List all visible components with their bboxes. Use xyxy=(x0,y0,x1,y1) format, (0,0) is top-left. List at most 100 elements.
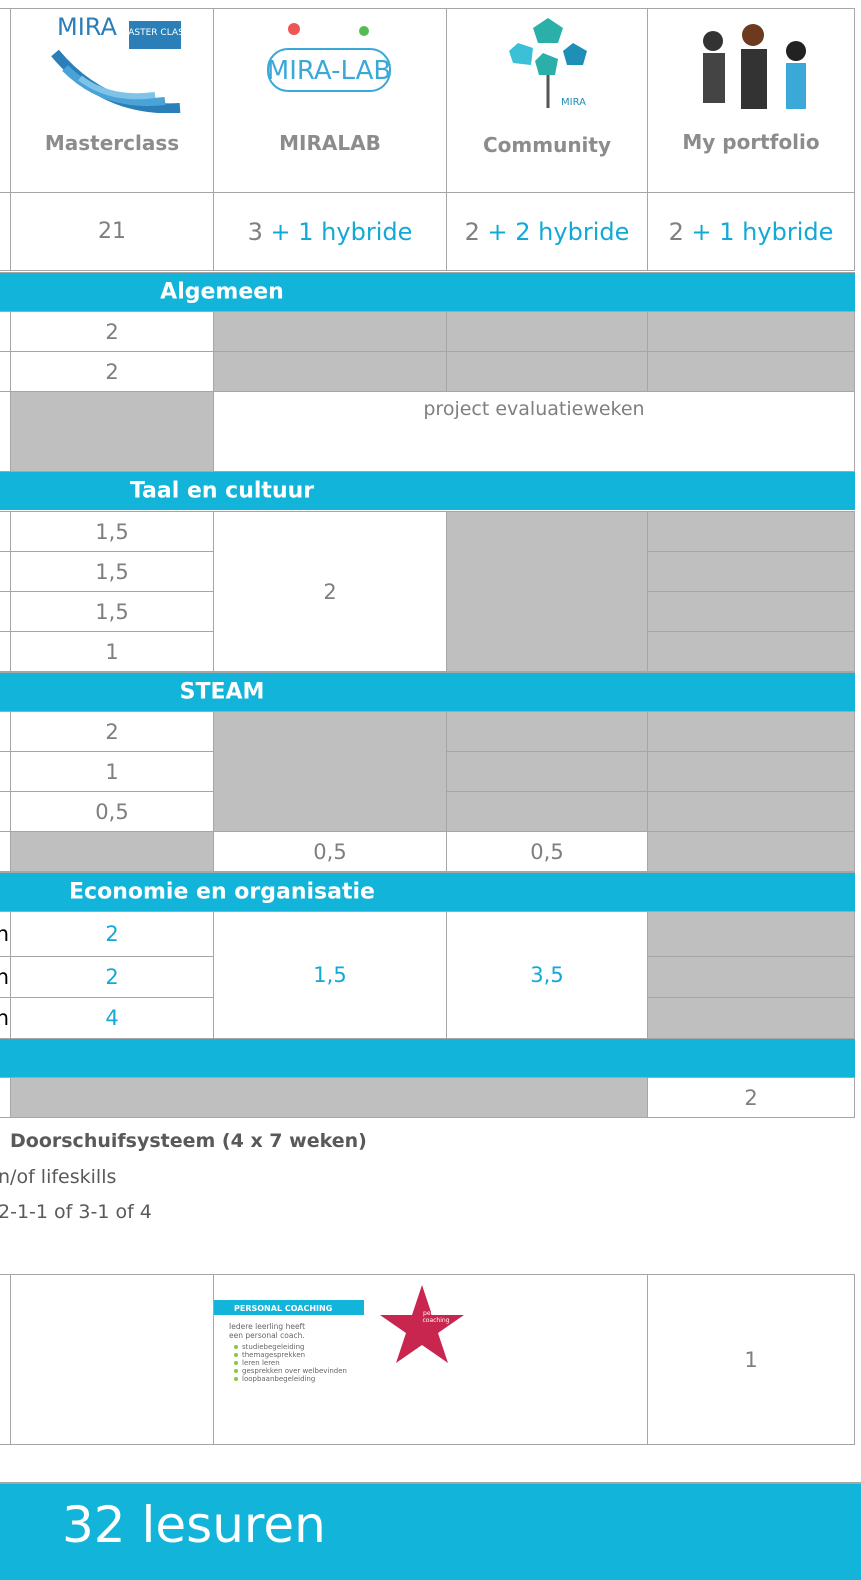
note-cell: project evaluatieweken xyxy=(213,391,855,472)
merged-cell: 2 xyxy=(213,511,447,672)
gray-cell xyxy=(213,711,447,832)
section-bar: Taal en cultuur xyxy=(0,471,855,510)
count-cell: 3 + 1 hybride xyxy=(213,192,447,271)
card-item: loopbaanbegeleiding xyxy=(242,1375,315,1383)
header-cell: MIRA-LAB MIRALAB xyxy=(213,8,447,193)
bullet xyxy=(234,1377,238,1381)
cell: 2 xyxy=(10,311,214,352)
gray-cell xyxy=(647,911,855,957)
cell: 1,5 xyxy=(10,511,214,552)
gray-cell xyxy=(647,791,855,832)
notes-line: 2-1-1 of 3-1 of 4 xyxy=(0,1201,152,1223)
page: {"header":{"columns":[ {"label":"Masterc… xyxy=(0,0,861,1580)
miralab-logo: MIRA-LAB xyxy=(264,19,394,109)
count: 2 xyxy=(465,218,480,246)
cell: 2 xyxy=(10,711,214,752)
section-bar: Algemeen xyxy=(0,272,855,311)
gray-cell xyxy=(647,551,855,592)
gray-cell xyxy=(647,511,855,552)
count-extra: + 2 hybride xyxy=(488,218,630,246)
card-item: leren leren xyxy=(242,1359,280,1367)
gray-cell xyxy=(647,751,855,792)
cell: 4 xyxy=(10,997,214,1039)
header-cell: MIRA MASTER CLASS Masterclass xyxy=(10,8,214,193)
column-label: Masterclass xyxy=(11,131,213,155)
bullet xyxy=(234,1353,238,1357)
cell: 0,5 xyxy=(10,791,214,832)
total-bar: 32 lesuren xyxy=(0,1482,861,1580)
card-title: PERSONAL COACHING xyxy=(234,1304,332,1313)
cell: 1,5 xyxy=(10,551,214,592)
total: 32 lesuren xyxy=(62,1496,326,1554)
header-cell: MIRA Community xyxy=(446,8,648,193)
section-title: Economie en organisatie xyxy=(69,880,375,905)
count-extra: + 1 hybride xyxy=(692,218,834,246)
section-bar: STEAM xyxy=(0,672,855,711)
section-bar: Economie en organisatie xyxy=(0,872,855,911)
column-label: My portfolio xyxy=(648,130,854,154)
coaching-cell: PERSONAL COACHING personal coaching Iede… xyxy=(213,1274,648,1445)
gray-cell xyxy=(647,591,855,632)
gray-cell xyxy=(647,351,855,392)
gray-cell xyxy=(446,711,648,752)
count-cell: 2 + 2 hybride xyxy=(446,192,648,271)
section-title: Taal en cultuur xyxy=(130,479,314,504)
cell: 1,5 xyxy=(10,591,214,632)
gray-cell xyxy=(647,831,855,872)
column-label: MIRALAB xyxy=(214,131,446,155)
cell: 2 xyxy=(10,911,214,957)
cell: 2 xyxy=(10,956,214,998)
coaching-card: PERSONAL COACHING personal coaching Iede… xyxy=(214,1285,474,1405)
logo-text: MIRA xyxy=(57,13,117,41)
star-text: coaching xyxy=(422,1317,449,1324)
card-item: gesprekken over welbevinden xyxy=(242,1367,347,1375)
cell: 1 xyxy=(10,751,214,792)
gray-cell xyxy=(647,711,855,752)
gray-cell xyxy=(647,311,855,352)
gray-cell xyxy=(647,997,855,1039)
gray-cell xyxy=(213,311,447,352)
gray-cell xyxy=(446,311,648,352)
bullet xyxy=(234,1369,238,1373)
count-cell: 21 xyxy=(10,192,214,271)
gray-cell xyxy=(446,511,648,672)
cell: 2 xyxy=(647,1077,855,1118)
cell: 0,5 xyxy=(446,831,648,872)
count: 2 xyxy=(669,218,684,246)
gray-cell xyxy=(10,831,214,872)
gray-cell xyxy=(647,956,855,998)
count: 3 xyxy=(248,218,263,246)
bullet xyxy=(234,1361,238,1365)
section-title: Algemeen xyxy=(160,280,284,305)
card-item: studiebegeleiding xyxy=(242,1343,305,1351)
column-label: Community xyxy=(447,133,647,157)
cell xyxy=(10,1274,214,1445)
section-title: STEAM xyxy=(180,680,265,705)
section-bar xyxy=(0,1038,855,1077)
cell: 1 xyxy=(647,1274,855,1445)
logo-text: MASTER CLASS xyxy=(120,28,185,38)
notes-title: Doorschuifsysteem (4 x 7 weken) xyxy=(10,1130,367,1152)
gray-cell xyxy=(446,751,648,792)
gray-cell xyxy=(10,1077,648,1118)
cell: 2 xyxy=(10,351,214,392)
cell: 1 xyxy=(10,631,214,672)
community-logo: MIRA xyxy=(503,13,593,113)
count-cell: 2 + 1 hybride xyxy=(647,192,855,271)
merged-cell: 3,5 xyxy=(446,911,648,1039)
header-cell: My portfolio xyxy=(647,8,855,193)
notes-line: n/of lifeskills xyxy=(0,1166,116,1188)
gray-cell xyxy=(446,351,648,392)
cell: 0,5 xyxy=(213,831,447,872)
card-text: Iedere leerling heeft xyxy=(229,1322,305,1331)
star-text: personal xyxy=(423,1310,449,1317)
portfolio-photo xyxy=(688,11,818,119)
count: 21 xyxy=(98,219,126,244)
logo-text: MIRA-LAB xyxy=(267,56,391,86)
logo-text: MIRA xyxy=(561,97,586,108)
count-extra: + 1 hybride xyxy=(271,218,413,246)
gray-cell xyxy=(647,631,855,672)
gray-cell xyxy=(446,791,648,832)
card-text: een personal coach. xyxy=(229,1331,305,1340)
merged-cell: 1,5 xyxy=(213,911,447,1039)
